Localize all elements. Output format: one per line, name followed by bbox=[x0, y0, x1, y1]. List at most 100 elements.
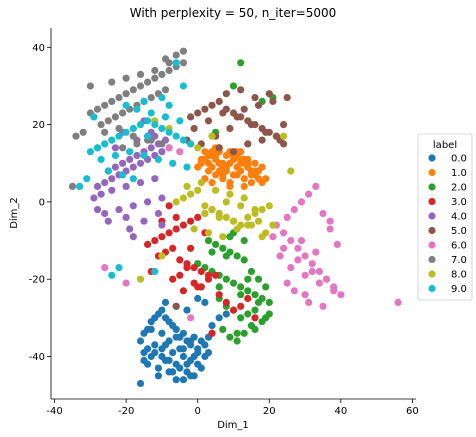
data-point bbox=[172, 132, 180, 140]
data-point bbox=[204, 237, 213, 245]
data-point bbox=[115, 94, 123, 102]
data-point bbox=[104, 117, 112, 125]
data-point bbox=[169, 159, 177, 167]
series-3.0 bbox=[144, 202, 259, 337]
data-point bbox=[290, 206, 298, 214]
data-point bbox=[119, 171, 127, 179]
data-point bbox=[197, 179, 205, 187]
legend-label: 7.0 bbox=[451, 255, 467, 266]
data-point bbox=[133, 151, 141, 160]
data-point bbox=[201, 105, 209, 113]
data-point bbox=[179, 59, 187, 67]
data-point bbox=[93, 105, 102, 113]
data-point bbox=[326, 225, 334, 233]
data-point bbox=[172, 225, 180, 233]
data-point bbox=[158, 140, 166, 148]
data-point bbox=[287, 264, 295, 272]
data-point bbox=[147, 109, 155, 117]
y-tick-label: 20 bbox=[32, 120, 45, 131]
data-point bbox=[215, 97, 223, 105]
data-point bbox=[187, 372, 195, 380]
data-point bbox=[68, 182, 77, 190]
data-point bbox=[144, 117, 152, 125]
data-point bbox=[301, 291, 309, 299]
series-9.0 bbox=[76, 59, 195, 279]
data-point bbox=[247, 179, 255, 187]
data-point bbox=[262, 283, 270, 291]
data-point bbox=[169, 275, 177, 283]
data-point bbox=[104, 217, 112, 225]
data-point bbox=[172, 333, 180, 341]
data-point bbox=[101, 264, 109, 272]
data-point bbox=[229, 148, 238, 156]
data-point bbox=[119, 144, 127, 152]
data-point bbox=[129, 202, 137, 210]
data-point bbox=[101, 140, 109, 148]
data-point bbox=[305, 190, 313, 198]
data-point bbox=[237, 291, 245, 299]
data-point bbox=[301, 252, 309, 260]
x-tick-label: -40 bbox=[46, 406, 62, 417]
data-point bbox=[240, 182, 248, 190]
data-point bbox=[154, 372, 162, 380]
data-point bbox=[204, 229, 213, 237]
data-point bbox=[136, 275, 145, 283]
data-point bbox=[172, 376, 180, 384]
x-tick-label: 60 bbox=[406, 406, 419, 417]
data-point bbox=[280, 140, 288, 148]
data-point bbox=[219, 233, 227, 241]
data-point bbox=[101, 128, 109, 136]
data-point bbox=[144, 198, 152, 206]
data-point bbox=[93, 206, 102, 214]
data-point bbox=[280, 121, 288, 129]
data-point bbox=[158, 221, 166, 229]
data-point bbox=[169, 349, 177, 357]
data-point bbox=[158, 70, 166, 78]
data-point bbox=[133, 105, 141, 113]
data-point bbox=[215, 314, 223, 322]
data-point bbox=[151, 121, 159, 129]
data-point bbox=[212, 186, 220, 194]
data-point bbox=[122, 128, 130, 136]
data-point bbox=[269, 97, 277, 105]
y-tick-label: -40 bbox=[29, 352, 45, 363]
data-point bbox=[147, 94, 155, 102]
data-point bbox=[161, 298, 170, 306]
data-point bbox=[154, 364, 162, 372]
data-point bbox=[237, 202, 245, 210]
data-point bbox=[212, 151, 220, 160]
data-point bbox=[122, 213, 130, 221]
data-point bbox=[240, 194, 248, 202]
legend-marker bbox=[428, 154, 436, 162]
data-point bbox=[179, 287, 187, 295]
legend-marker bbox=[428, 212, 436, 220]
data-point bbox=[97, 155, 105, 163]
data-point bbox=[115, 132, 123, 140]
data-point bbox=[283, 213, 291, 221]
legend-marker bbox=[428, 284, 436, 293]
data-point bbox=[226, 124, 234, 133]
data-point bbox=[140, 217, 148, 225]
data-point bbox=[244, 275, 252, 283]
y-tick-label: -20 bbox=[29, 275, 45, 286]
data-point bbox=[237, 59, 245, 67]
data-point bbox=[319, 209, 327, 218]
data-point bbox=[319, 302, 327, 310]
legend-label: 8.0 bbox=[451, 270, 467, 281]
data-point bbox=[176, 271, 184, 279]
data-point bbox=[183, 306, 191, 314]
data-point bbox=[179, 47, 187, 55]
data-point bbox=[136, 179, 145, 187]
legend-label: 4.0 bbox=[451, 212, 467, 223]
data-point bbox=[251, 306, 259, 314]
data-point bbox=[165, 66, 173, 75]
data-point bbox=[136, 379, 145, 388]
data-point bbox=[280, 229, 288, 237]
data-point bbox=[229, 217, 238, 225]
data-point bbox=[215, 213, 223, 221]
data-point bbox=[247, 171, 255, 179]
data-point bbox=[333, 240, 341, 248]
data-point bbox=[108, 175, 116, 183]
data-point bbox=[172, 51, 180, 59]
x-tick-label: 20 bbox=[263, 406, 276, 417]
